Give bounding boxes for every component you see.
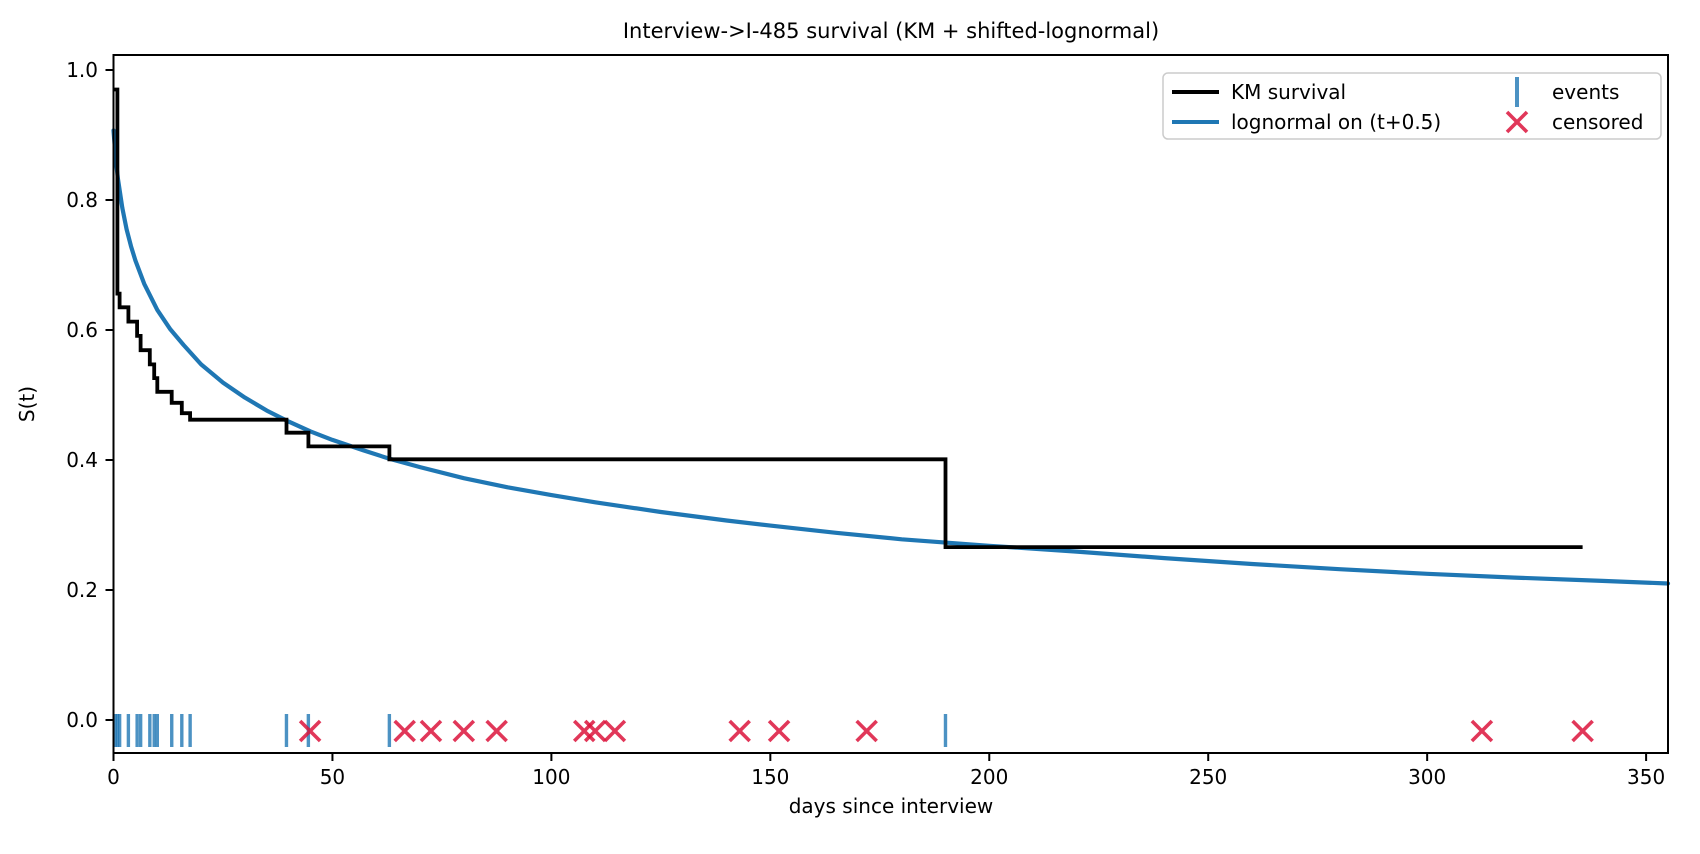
censored-x-marker: [452, 719, 476, 743]
x-tick-label: 150: [751, 765, 789, 789]
censored-x-marker: [485, 719, 508, 743]
censored-x-marker: [393, 719, 416, 743]
x-tick-label: 100: [532, 765, 570, 789]
x-tick-label: 0: [107, 765, 120, 789]
chart-title: Interview->I-485 survival (KM + shifted-…: [623, 19, 1159, 43]
censored-x-marker: [1470, 719, 1494, 743]
plot-border: [112, 54, 1669, 754]
km-survival-curve: [113, 87, 1583, 549]
legend: KM survival lognormal on (t+0.5) events …: [1162, 72, 1662, 140]
legend-lognormal-label: lognormal on (t+0.5): [1231, 110, 1441, 134]
y-tick-label: 0.6: [66, 318, 98, 342]
censored-x-marker: [298, 719, 322, 743]
y-axis-label: S(t): [15, 386, 39, 422]
x-tick-label: 350: [1627, 765, 1665, 789]
censored-x-marker: [767, 719, 791, 743]
y-tick-label: 0.4: [66, 448, 98, 472]
y-tick-label: 0.2: [66, 578, 98, 602]
legend-box: [1162, 72, 1662, 140]
x-tick-label: 250: [1189, 765, 1227, 789]
y-tick-label: 1.0: [66, 58, 98, 82]
x-tick-label: 300: [1408, 765, 1446, 789]
x-tick-label: 200: [970, 765, 1008, 789]
legend-censored-label: censored: [1552, 110, 1643, 134]
x-axis-label: days since interview: [789, 794, 994, 818]
rug-marks: [113, 714, 1594, 747]
censored-x-marker: [583, 719, 607, 743]
y-tick-label: 0.8: [66, 188, 98, 212]
censored-x-marker: [419, 719, 443, 743]
censored-x-marker: [1571, 719, 1594, 743]
censored-x-marker: [855, 719, 878, 743]
axis-ticks: 0 50 100 150 200 250 300 350 0.0 0.2 0.4 0.6 0.8 1.0: [66, 58, 1665, 789]
legend-events-label: events: [1552, 80, 1619, 104]
legend-censored-marker-icon: [1505, 110, 1529, 134]
y-tick-label: 0.0: [66, 708, 98, 732]
legend-km-label: KM survival: [1231, 80, 1346, 104]
lognormal-curve: [111, 128, 1671, 586]
censored-x-marker: [572, 719, 596, 743]
censored-x-marker: [603, 719, 627, 743]
series-lines: [111, 87, 1671, 586]
censored-x-marker: [728, 719, 751, 743]
x-tick-label: 50: [320, 765, 345, 789]
